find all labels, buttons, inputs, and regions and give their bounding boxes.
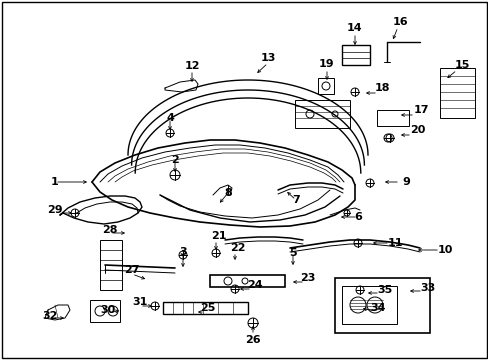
Text: 8: 8 (224, 188, 231, 198)
Text: 28: 28 (102, 225, 118, 235)
Text: 22: 22 (230, 243, 245, 253)
Text: 34: 34 (369, 303, 385, 313)
Bar (439, 68, 474, 118)
Text: 26: 26 (244, 335, 260, 345)
Text: 11: 11 (386, 238, 402, 248)
Text: 15: 15 (453, 60, 469, 70)
Text: 17: 17 (412, 105, 428, 115)
Text: 1: 1 (51, 177, 59, 187)
Text: 33: 33 (420, 283, 435, 293)
Bar (209, 275, 285, 287)
Text: 20: 20 (409, 125, 425, 135)
Text: 19: 19 (319, 59, 334, 69)
Text: 24: 24 (246, 280, 262, 290)
Text: 12: 12 (184, 61, 199, 71)
Bar (341, 286, 396, 324)
Text: 35: 35 (377, 285, 392, 295)
Text: 10: 10 (436, 245, 452, 255)
Text: 13: 13 (260, 53, 275, 63)
Bar (163, 302, 247, 314)
Text: 29: 29 (47, 205, 62, 215)
Text: 14: 14 (346, 23, 362, 33)
Text: 7: 7 (291, 195, 299, 205)
Bar (100, 240, 122, 290)
Bar (376, 110, 408, 126)
Bar (294, 100, 349, 128)
Text: 27: 27 (124, 265, 140, 275)
Bar (90, 300, 120, 322)
Text: 6: 6 (353, 212, 361, 222)
Bar (334, 278, 429, 333)
Text: 2: 2 (171, 155, 179, 165)
Text: 30: 30 (100, 305, 115, 315)
Text: 23: 23 (300, 273, 315, 283)
Text: 4: 4 (166, 113, 174, 123)
Text: 18: 18 (373, 83, 389, 93)
Text: 25: 25 (200, 303, 215, 313)
Text: 5: 5 (288, 248, 296, 258)
Text: 3: 3 (179, 247, 186, 257)
Text: 31: 31 (132, 297, 147, 307)
Bar (341, 45, 369, 65)
Text: 16: 16 (391, 17, 407, 27)
Bar (317, 78, 333, 94)
Text: 32: 32 (42, 311, 58, 321)
Text: 9: 9 (401, 177, 409, 187)
Text: 21: 21 (211, 231, 226, 241)
